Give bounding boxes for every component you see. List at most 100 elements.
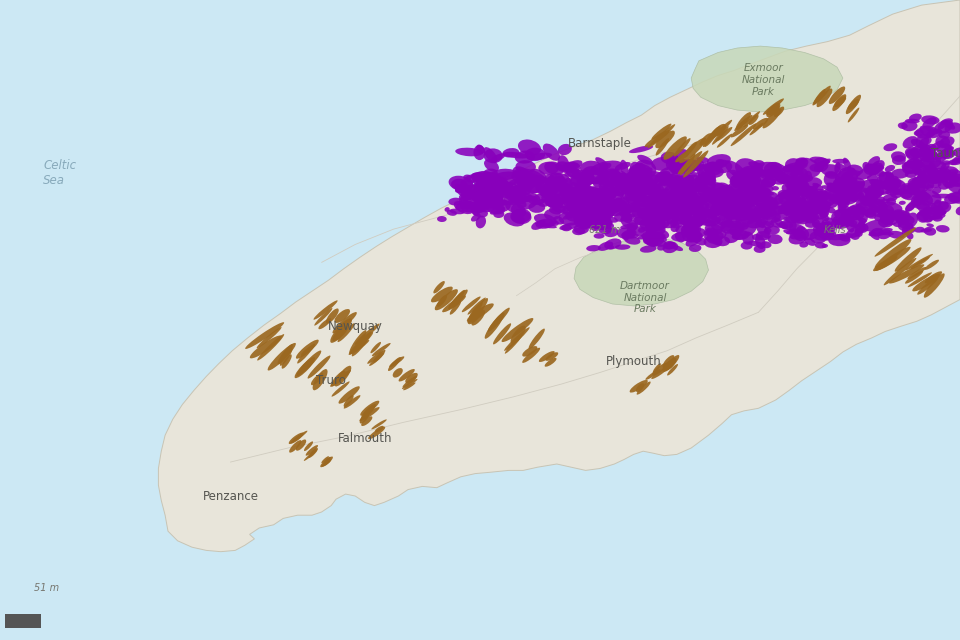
Ellipse shape (865, 208, 876, 218)
Ellipse shape (827, 187, 840, 193)
Ellipse shape (707, 166, 724, 178)
Ellipse shape (322, 460, 331, 467)
Ellipse shape (572, 205, 580, 212)
Ellipse shape (675, 150, 691, 163)
Ellipse shape (693, 209, 706, 221)
Ellipse shape (334, 309, 350, 323)
Ellipse shape (334, 365, 351, 387)
Ellipse shape (591, 196, 611, 207)
Ellipse shape (854, 223, 869, 233)
Ellipse shape (786, 190, 801, 201)
Ellipse shape (863, 196, 876, 204)
Ellipse shape (849, 219, 862, 228)
Ellipse shape (503, 196, 516, 204)
Ellipse shape (652, 363, 668, 376)
Ellipse shape (790, 206, 805, 218)
Ellipse shape (625, 205, 641, 218)
Ellipse shape (917, 277, 939, 294)
Ellipse shape (827, 183, 849, 189)
Ellipse shape (539, 351, 555, 362)
Ellipse shape (892, 155, 906, 165)
Ellipse shape (681, 200, 697, 207)
Ellipse shape (795, 203, 805, 211)
Ellipse shape (731, 125, 748, 138)
Ellipse shape (695, 209, 718, 223)
Ellipse shape (938, 120, 953, 133)
Ellipse shape (914, 130, 924, 136)
Ellipse shape (449, 301, 461, 315)
Ellipse shape (646, 221, 656, 230)
Ellipse shape (718, 198, 732, 212)
Ellipse shape (654, 194, 668, 204)
Ellipse shape (785, 200, 797, 207)
Ellipse shape (815, 161, 828, 172)
Ellipse shape (471, 205, 480, 216)
Ellipse shape (664, 361, 674, 370)
Ellipse shape (905, 118, 920, 124)
Ellipse shape (656, 189, 673, 201)
Ellipse shape (662, 358, 677, 372)
Ellipse shape (928, 161, 947, 169)
Ellipse shape (670, 172, 694, 185)
Ellipse shape (868, 156, 880, 168)
Ellipse shape (760, 200, 779, 212)
Ellipse shape (493, 185, 502, 192)
Ellipse shape (588, 198, 604, 210)
Ellipse shape (698, 194, 713, 201)
Ellipse shape (644, 221, 660, 231)
Ellipse shape (549, 181, 573, 192)
Ellipse shape (455, 202, 468, 210)
Ellipse shape (820, 221, 830, 227)
Ellipse shape (560, 163, 578, 171)
Ellipse shape (669, 162, 687, 174)
Ellipse shape (596, 221, 611, 230)
Ellipse shape (689, 244, 702, 252)
Ellipse shape (656, 138, 669, 156)
Ellipse shape (804, 171, 812, 180)
Ellipse shape (753, 183, 770, 194)
Ellipse shape (707, 212, 714, 216)
Ellipse shape (675, 226, 688, 233)
Ellipse shape (930, 201, 951, 214)
Ellipse shape (313, 369, 327, 390)
Ellipse shape (448, 289, 468, 309)
Ellipse shape (463, 188, 471, 201)
Ellipse shape (549, 207, 562, 214)
Ellipse shape (743, 182, 774, 195)
Ellipse shape (711, 182, 729, 193)
Ellipse shape (848, 108, 859, 122)
Ellipse shape (836, 194, 851, 209)
Text: Penzance: Penzance (203, 490, 258, 502)
Ellipse shape (841, 171, 853, 182)
Ellipse shape (701, 191, 715, 201)
Ellipse shape (780, 203, 788, 214)
Ellipse shape (908, 180, 929, 194)
Ellipse shape (785, 192, 797, 202)
Ellipse shape (625, 188, 639, 200)
Ellipse shape (476, 186, 503, 204)
Ellipse shape (669, 207, 687, 216)
Ellipse shape (588, 207, 602, 218)
Ellipse shape (468, 298, 486, 315)
Ellipse shape (590, 216, 604, 225)
Ellipse shape (883, 194, 898, 202)
Ellipse shape (662, 204, 670, 218)
Ellipse shape (748, 161, 763, 170)
Ellipse shape (899, 218, 908, 225)
Ellipse shape (663, 174, 683, 186)
Ellipse shape (564, 177, 573, 193)
Ellipse shape (586, 205, 594, 213)
Ellipse shape (449, 209, 465, 214)
Ellipse shape (900, 211, 910, 216)
Ellipse shape (764, 225, 780, 235)
Ellipse shape (338, 323, 354, 342)
Ellipse shape (516, 192, 533, 202)
Ellipse shape (656, 171, 670, 180)
Ellipse shape (712, 191, 740, 204)
Ellipse shape (734, 197, 755, 212)
Ellipse shape (576, 194, 601, 210)
Ellipse shape (577, 170, 594, 189)
Ellipse shape (679, 175, 690, 181)
Ellipse shape (905, 147, 923, 159)
Text: Truro: Truro (316, 374, 347, 387)
